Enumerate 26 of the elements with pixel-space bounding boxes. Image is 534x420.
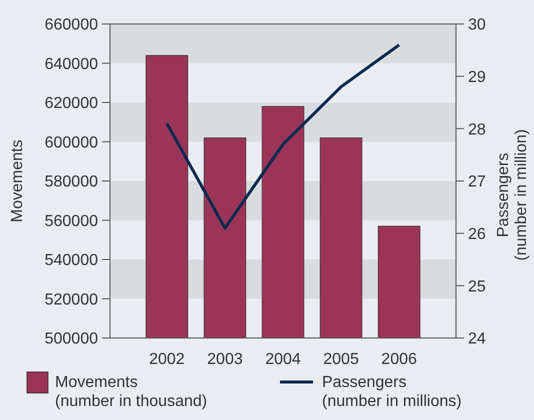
legend-label: Movements (number in thousand) — [55, 374, 208, 410]
x-tick-label: 2002 — [149, 351, 185, 368]
y2-tick-label: 30 — [468, 16, 486, 34]
x-tick-label: 2005 — [323, 351, 359, 368]
line-series — [165, 43, 401, 230]
y-tick-label: 580000 — [44, 174, 98, 191]
y2-tick-label: 24 — [468, 330, 486, 348]
legend-label: Passengers (number in millions) — [322, 374, 462, 410]
y-tick-label: 540000 — [44, 252, 98, 270]
x-tick-label: 2003 — [207, 351, 243, 368]
y-tick-label: 600000 — [44, 134, 98, 152]
y-tick-label: 660000 — [44, 16, 98, 34]
y2-tick-label: 28 — [468, 121, 486, 138]
y-tick-label: 620000 — [44, 95, 98, 112]
y-tick-label: 520000 — [44, 291, 98, 308]
y-tick-label: 560000 — [44, 212, 98, 230]
y-axis-title: Movements — [9, 140, 26, 222]
x-tick-label: 2006 — [381, 351, 418, 368]
y2-tick-label: 25 — [468, 278, 486, 296]
y-tick-label: 640000 — [44, 56, 98, 73]
y2-tick-label: 29 — [468, 68, 486, 86]
y2-tick-label: 26 — [468, 226, 486, 243]
y2-tick-label: 27 — [468, 174, 486, 191]
x-tick-label: 2004 — [265, 351, 301, 368]
y-tick-label: 500000 — [44, 330, 98, 348]
y2-axis-title: Passengers (number in million) — [495, 129, 530, 261]
